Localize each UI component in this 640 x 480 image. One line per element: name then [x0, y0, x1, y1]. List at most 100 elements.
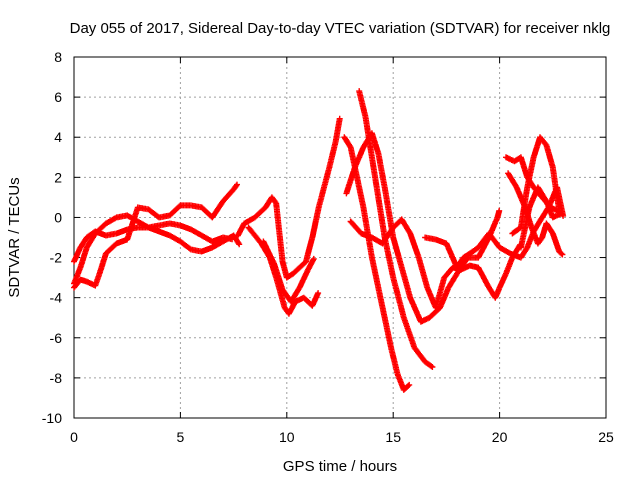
data-marks — [209, 239, 225, 251]
data-marks — [102, 215, 119, 227]
data-marks — [509, 225, 523, 237]
data-marks — [77, 246, 90, 271]
data-marks — [188, 226, 204, 238]
data-marks — [283, 271, 295, 281]
data-marks — [524, 155, 537, 191]
data-marks — [368, 154, 382, 199]
data-series — [260, 238, 317, 305]
x-tick-label: 20 — [492, 429, 508, 445]
data-marks — [381, 314, 394, 350]
x-tick-label: 0 — [70, 429, 78, 445]
data-marks — [422, 234, 438, 243]
data-marks — [496, 272, 509, 291]
data-marks — [549, 211, 563, 221]
data-marks — [398, 216, 413, 236]
data-marks — [475, 235, 492, 261]
data-marks — [245, 224, 264, 246]
data-marks — [166, 203, 183, 219]
data-marks — [260, 238, 277, 266]
data-marks — [356, 88, 369, 119]
x-tick-label: 15 — [385, 429, 401, 445]
data-marks — [441, 265, 455, 281]
data-marks — [303, 236, 315, 265]
data-marks — [379, 225, 396, 247]
grid — [74, 57, 606, 418]
axis-ticks: 0 5 10 15 20 25 -10 -8 -6 -4 -2 0 2 4 6 8 — [42, 49, 614, 445]
data-marks — [517, 154, 530, 179]
x-axis-title: GPS time / hours — [283, 458, 397, 475]
data-marks — [351, 145, 366, 171]
data-marks — [375, 194, 388, 239]
data-marks — [543, 220, 555, 236]
data-marks — [296, 259, 308, 271]
data-marks — [375, 150, 388, 189]
y-tick-label: 2 — [54, 169, 62, 185]
data-marks — [71, 245, 83, 265]
plot-border — [73, 56, 607, 419]
data-marks — [124, 205, 141, 243]
data-marks — [332, 115, 343, 145]
data-series — [509, 134, 562, 237]
data-marks — [415, 254, 430, 290]
data-marks — [390, 234, 405, 270]
data-marks — [288, 285, 302, 305]
data-marks — [368, 130, 381, 155]
data-marks — [343, 165, 358, 197]
y-tick-label: 6 — [54, 89, 62, 105]
data-marks — [230, 181, 240, 193]
x-tick-label: 10 — [279, 429, 295, 445]
data-marks — [400, 381, 413, 393]
data-marks — [537, 134, 549, 148]
data-marks — [341, 134, 353, 149]
y-tick-label: -4 — [50, 290, 63, 306]
data-marks — [230, 232, 243, 248]
data-marks — [71, 277, 83, 291]
y-tick-label: 0 — [54, 209, 62, 225]
data-marks — [407, 230, 422, 260]
data-marks — [466, 245, 481, 257]
data-marks — [156, 220, 172, 229]
data-marks — [426, 305, 442, 321]
data-marks — [517, 245, 530, 261]
data-marks — [296, 268, 311, 291]
y-tick-label: 4 — [54, 129, 62, 145]
data-marks — [388, 344, 401, 376]
data-marks — [534, 235, 545, 247]
data-marks — [368, 254, 381, 290]
data-marks — [273, 200, 286, 263]
data-marks — [505, 170, 519, 190]
data-marks — [390, 274, 407, 320]
data-marks — [92, 221, 108, 237]
data-marks — [375, 284, 388, 320]
data-marks — [96, 252, 109, 277]
y-axis-title: SDTVAR / TECUs — [6, 177, 23, 297]
data-marks — [454, 255, 466, 271]
data-marks — [445, 271, 460, 291]
data-marks — [554, 194, 562, 211]
data-marks — [290, 265, 302, 277]
y-tick-label: 8 — [54, 49, 62, 65]
data-marks — [398, 264, 413, 300]
data-marks — [400, 314, 417, 350]
data-marks — [411, 344, 428, 364]
data-marks — [394, 370, 407, 392]
data-marks — [556, 248, 566, 258]
y-tick-label: -6 — [50, 330, 63, 346]
data-marks — [198, 204, 215, 220]
data-marks — [475, 231, 492, 251]
data-marks — [220, 187, 236, 205]
data-marks — [305, 255, 317, 273]
data-series — [517, 184, 563, 251]
data-marks — [251, 205, 268, 221]
data-marks — [77, 235, 89, 251]
data-marks — [315, 165, 332, 211]
data-marks — [309, 290, 322, 309]
data-marks — [309, 205, 322, 241]
data-marks — [134, 218, 151, 230]
data-marks — [177, 238, 193, 252]
data-marks — [549, 164, 560, 199]
data-marks — [354, 174, 367, 209]
data-marks — [432, 276, 447, 311]
data-marks — [241, 215, 257, 227]
data-marks — [83, 231, 98, 251]
